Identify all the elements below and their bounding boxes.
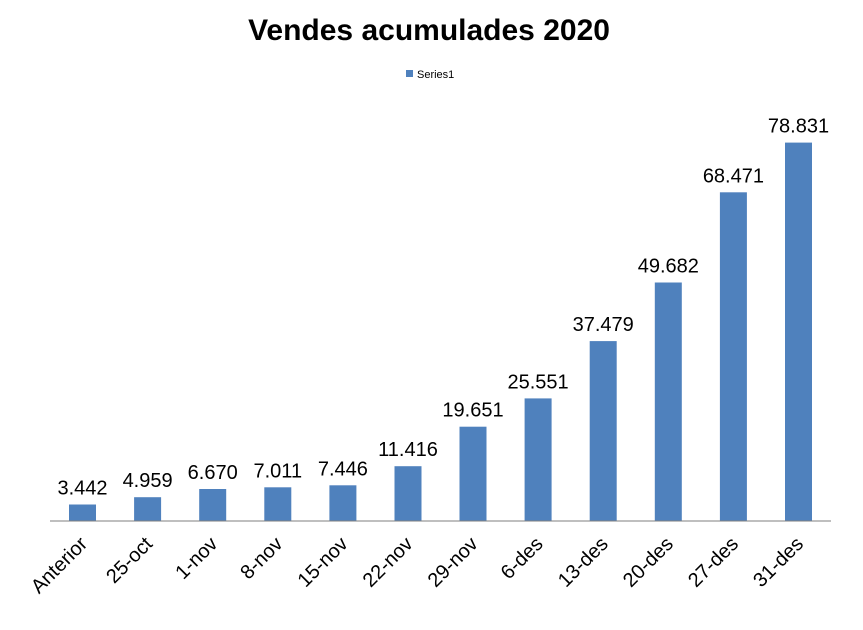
- legend: Series1: [406, 69, 454, 81]
- bar-8-nov: [264, 487, 292, 521]
- x-tick-label-15-nov: 15-nov: [294, 533, 353, 592]
- bar-13-des: [589, 341, 617, 521]
- x-tick-label-20-des: 20-des: [619, 533, 678, 592]
- bar-6-des: [524, 398, 552, 521]
- data-label-27-des: 68.471: [703, 165, 764, 187]
- data-label-25-oct: 4.959: [123, 470, 173, 492]
- x-tick-label-Anterior: Anterior: [27, 533, 92, 598]
- bar-25-oct: [134, 497, 162, 521]
- data-label-8-nov: 7.011: [254, 460, 303, 482]
- data-label-15-nov: 7.446: [318, 458, 368, 480]
- data-label-20-des: 49.682: [638, 256, 699, 278]
- bar-15-nov: [329, 485, 357, 521]
- x-tick-label-22-nov: 22-nov: [359, 533, 418, 592]
- x-tick-label-25-oct: 25-oct: [102, 533, 157, 588]
- data-label-Anterior: 3.442: [57, 478, 107, 500]
- legend-swatch: [406, 70, 413, 77]
- data-label-1-nov: 6.670: [188, 462, 238, 484]
- x-tick-label-8-nov: 8-nov: [236, 533, 287, 584]
- data-label-31-des: 78.831: [768, 116, 829, 138]
- bar-1-nov: [199, 489, 227, 521]
- data-label-6-des: 25.551: [508, 371, 569, 393]
- x-tick-label-6-des: 6-des: [497, 533, 548, 584]
- legend-label: Series1: [417, 69, 454, 81]
- bar-31-des: [785, 142, 812, 521]
- data-label-29-nov: 19.651: [442, 400, 503, 422]
- x-tick-labels-group: Anterior 25-oct 1-nov 8-nov 15-nov 22-nov 29-n…: [27, 533, 808, 598]
- data-label-13-des: 37.479: [573, 314, 634, 336]
- bar-29-nov: [459, 426, 487, 521]
- data-label-22-nov: 11.416: [378, 439, 438, 461]
- x-tick-label-13-des: 13-des: [554, 533, 613, 592]
- bar-20-des: [654, 282, 682, 521]
- x-tick-label-31-des: 31-des: [749, 533, 808, 592]
- x-tick-label-1-nov: 1-nov: [171, 533, 222, 584]
- data-labels-group: 3.442 4.959 6.670 7.011 7.446 11.41619.65125.…: [57, 116, 829, 500]
- bar-22-nov: [394, 466, 422, 521]
- bar-Anterior: [69, 504, 96, 521]
- bar-27-des: [719, 192, 747, 522]
- chart-title: Vendes acumulades 2020: [248, 14, 610, 47]
- x-tick-label-27-des: 27-des: [684, 533, 743, 592]
- x-tick-label-29-nov: 29-nov: [424, 533, 483, 592]
- bars-group: [69, 142, 812, 522]
